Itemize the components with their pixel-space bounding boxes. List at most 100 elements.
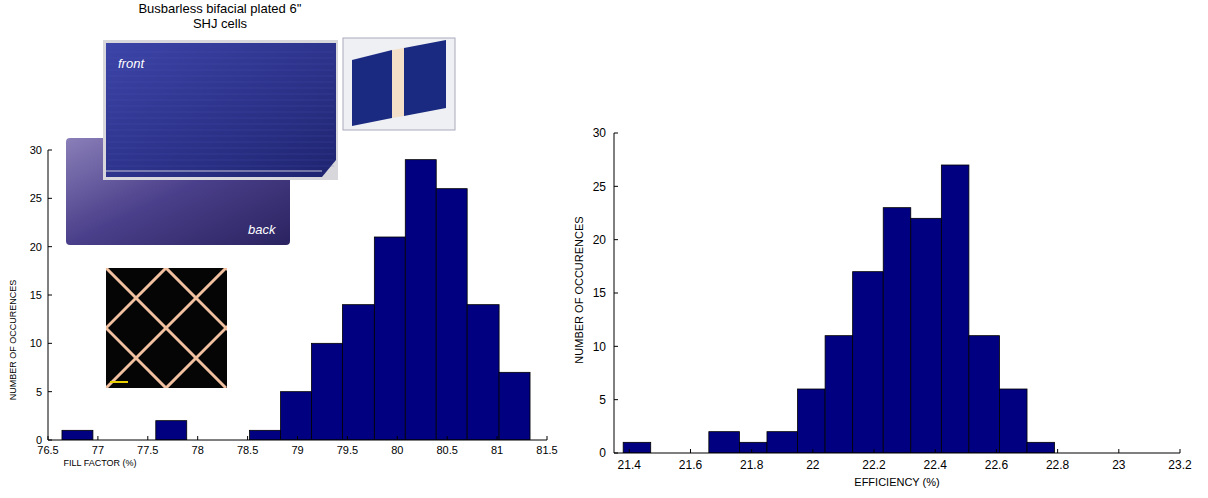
histogram-bar — [436, 189, 467, 440]
finger-line — [108, 106, 334, 107]
back-label: back — [248, 222, 277, 237]
x-tick — [629, 449, 630, 453]
y-tick — [48, 295, 52, 296]
histogram-bar — [1027, 442, 1055, 453]
x-tick — [1180, 449, 1181, 453]
histogram-bar — [853, 272, 884, 453]
finger-line — [108, 100, 334, 101]
finger-line — [108, 136, 334, 137]
histogram-bar — [281, 392, 312, 440]
profile-photo — [343, 38, 455, 130]
photo-caption: Busbarless bifacial plated 6''SHJ cells — [138, 1, 301, 31]
scale-bar — [110, 381, 128, 383]
cell-edge — [106, 171, 322, 172]
x-tick — [935, 449, 936, 453]
x-tick-label: 80.5 — [436, 444, 457, 456]
y-tick — [614, 293, 618, 294]
x-axis-title: FILL FACTOR (%) — [63, 458, 136, 468]
histogram-bar — [342, 305, 374, 440]
x-tick — [447, 436, 448, 440]
histogram-bar — [623, 442, 651, 453]
x-tick-label: 81 — [491, 444, 503, 456]
y-tick-label: 10 — [30, 337, 42, 349]
finger-line — [108, 82, 334, 83]
y-tick-label: 15 — [30, 289, 42, 301]
x-tick-label: 23.2 — [1168, 458, 1192, 472]
y-axis-title: NUMBER OF OCCURENCES — [8, 280, 18, 401]
x-tick-label: 78.5 — [237, 444, 258, 456]
micrograph-grid — [106, 268, 227, 388]
bars — [623, 165, 1054, 453]
histogram-bar — [499, 372, 530, 440]
histogram-bar — [767, 432, 798, 453]
y-tick-label: 15 — [593, 286, 607, 300]
x-tick — [397, 436, 398, 440]
y-tick-label: 5 — [599, 393, 606, 407]
x-tick — [1057, 449, 1058, 453]
front-label: front — [118, 56, 145, 71]
y-tick — [48, 150, 52, 151]
histogram-bar — [250, 430, 281, 440]
finger-line — [108, 52, 334, 53]
histogram-bar — [467, 305, 499, 440]
x-tick-label: 79.5 — [337, 444, 358, 456]
finger-line — [108, 124, 334, 125]
front-cell-photo — [106, 43, 336, 177]
y-tick-label: 5 — [36, 386, 42, 398]
histogram-bar — [709, 432, 740, 453]
x-tick — [197, 436, 198, 440]
y-tick-label: 0 — [599, 446, 606, 460]
photo-insets: front back — [0, 38, 455, 388]
profile-block — [352, 50, 392, 126]
y-tick-label: 0 — [36, 434, 42, 446]
x-tick — [97, 436, 98, 440]
grid-line — [226, 268, 227, 388]
y-tick-label: 25 — [593, 180, 607, 194]
x-tick-label: 21.6 — [679, 458, 703, 472]
y-tick — [614, 186, 618, 187]
y-tick — [614, 239, 618, 240]
x-tick — [751, 449, 752, 453]
y-tick-label: 30 — [30, 144, 42, 156]
y-tick — [48, 343, 52, 344]
chart-panel: 21.421.621.82222.222.422.622.82323.20510… — [573, 126, 1192, 488]
finger-line — [108, 160, 334, 161]
x-tick-label: 79 — [291, 444, 303, 456]
histogram-bar — [911, 218, 942, 453]
histogram-bar — [311, 343, 342, 440]
figure: 76.57777.57878.57979.58080.58181.5051015… — [0, 0, 1208, 498]
grid-line — [106, 268, 166, 388]
histogram-bar — [999, 389, 1027, 453]
x-tick — [347, 436, 348, 440]
y-tick — [614, 453, 618, 454]
x-tick-label: 22.2 — [862, 458, 886, 472]
x-tick — [48, 436, 49, 440]
y-tick — [48, 246, 52, 247]
x-tick — [547, 436, 548, 440]
x-tick-label: 77.5 — [137, 444, 158, 456]
x-tick-label: 21.8 — [740, 458, 764, 472]
profile-finger — [392, 48, 404, 118]
x-tick-label: 22.4 — [924, 458, 948, 472]
x-tick — [874, 449, 875, 453]
finger-line — [108, 112, 334, 113]
x-tick-label: 22.8 — [1046, 458, 1070, 472]
histogram-bar — [405, 160, 436, 440]
y-tick-label: 20 — [30, 241, 42, 253]
finger-line — [108, 154, 334, 155]
x-tick — [497, 436, 498, 440]
y-tick — [614, 399, 618, 400]
x-tick-label: 22 — [806, 458, 820, 472]
x-tick-label: 80 — [391, 444, 403, 456]
grid-line — [106, 268, 226, 388]
y-tick — [48, 198, 52, 199]
grid-line — [106, 268, 166, 388]
finger-line — [108, 76, 334, 77]
y-tick-label: 25 — [30, 192, 42, 204]
x-axis — [614, 453, 1180, 454]
x-tick-label: 23 — [1112, 458, 1126, 472]
finger-line — [108, 130, 334, 131]
x-tick-label: 22.6 — [985, 458, 1009, 472]
histogram-bar — [969, 336, 1000, 453]
histogram-bar — [883, 208, 911, 453]
